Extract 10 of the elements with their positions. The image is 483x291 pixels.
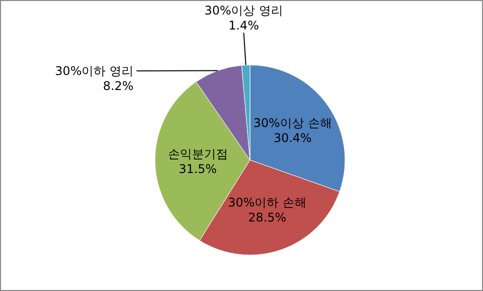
slice-label: 30%이상 영리 [204, 4, 283, 18]
data-label: 31.5% [178, 162, 217, 176]
data-label: 1.4% [228, 18, 259, 33]
slice-label: 손익분기점 [168, 147, 228, 162]
slice-label: 30%이상 손해 [253, 116, 332, 130]
data-label: 30.4% [274, 130, 312, 145]
slice-label: 30%이하 영리 [55, 64, 134, 78]
data-label: 28.5% [248, 210, 286, 224]
data-label: 8.2% [103, 78, 134, 93]
slice-label: 30%이하 손해 [228, 195, 306, 210]
